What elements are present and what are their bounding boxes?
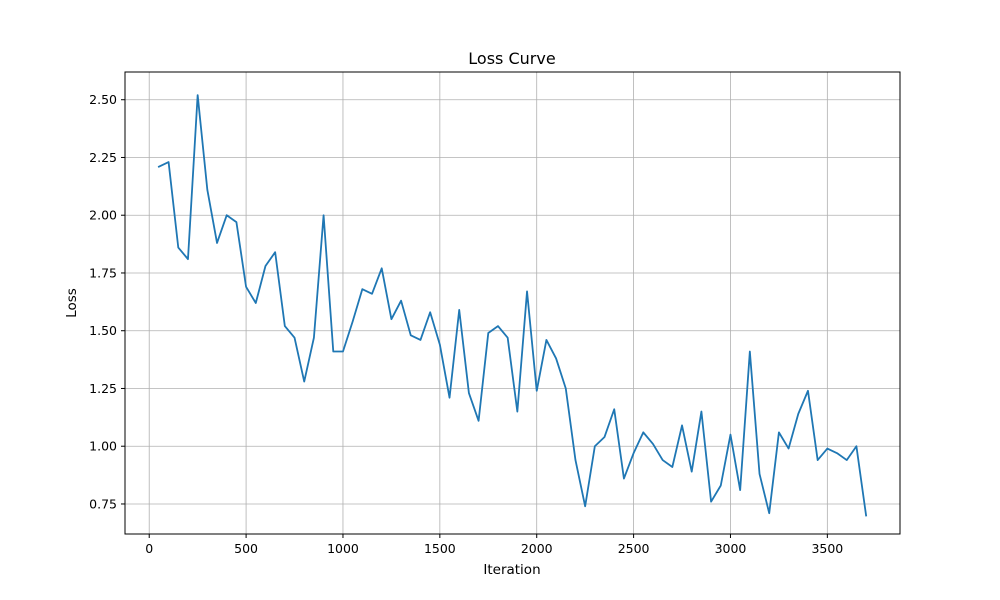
- y-tick-label: 0.75: [89, 496, 117, 511]
- grid-lines: [125, 72, 900, 534]
- x-tick-label: 500: [234, 541, 258, 556]
- y-tick-label: 1.00: [89, 439, 117, 454]
- x-tick-label: 0: [145, 541, 153, 556]
- plot-area: [125, 72, 900, 534]
- plot-frame: [124, 71, 901, 535]
- y-tick-label: 1.50: [89, 323, 117, 338]
- y-axis-title: Loss: [64, 288, 80, 318]
- data-series: [157, 94, 868, 517]
- x-tick-label: 1500: [424, 541, 456, 556]
- x-tick-label: 3500: [811, 541, 843, 556]
- x-tick-label: 2000: [521, 541, 553, 556]
- axis-ticks: 0 500 1000 1500 2000 2500 3000 3500 0.75 1.00 1.25…: [89, 92, 843, 556]
- y-tick-label: 2.25: [89, 150, 117, 165]
- y-tick-label: 2.50: [89, 92, 117, 107]
- loss-series-line: [157, 94, 868, 517]
- chart-title: Loss Curve: [468, 49, 555, 68]
- x-tick-label: 3000: [715, 541, 747, 556]
- y-tick-label: 2.00: [89, 208, 117, 223]
- y-tick-label: 1.75: [89, 265, 117, 280]
- x-axis-title: Iteration: [483, 562, 540, 578]
- x-tick-label: 2500: [618, 541, 650, 556]
- x-tick-label: 1000: [327, 541, 359, 556]
- y-tick-label: 1.25: [89, 381, 117, 396]
